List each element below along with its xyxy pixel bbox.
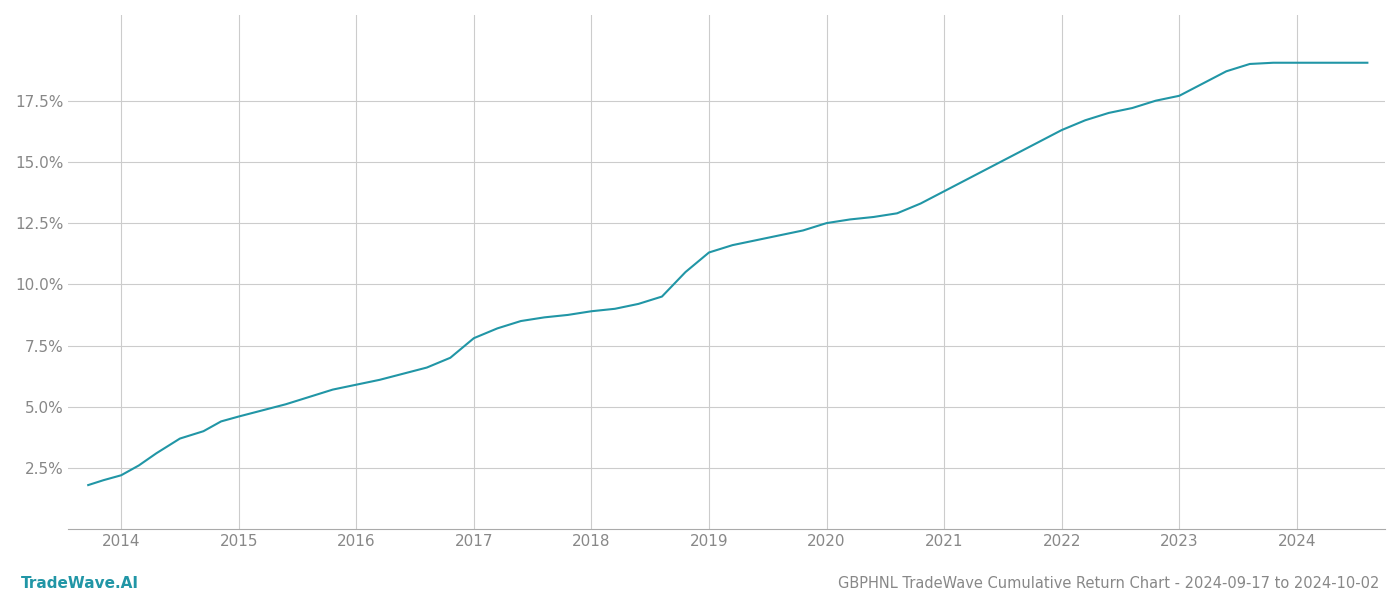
Text: TradeWave.AI: TradeWave.AI: [21, 576, 139, 591]
Text: GBPHNL TradeWave Cumulative Return Chart - 2024-09-17 to 2024-10-02: GBPHNL TradeWave Cumulative Return Chart…: [837, 576, 1379, 591]
